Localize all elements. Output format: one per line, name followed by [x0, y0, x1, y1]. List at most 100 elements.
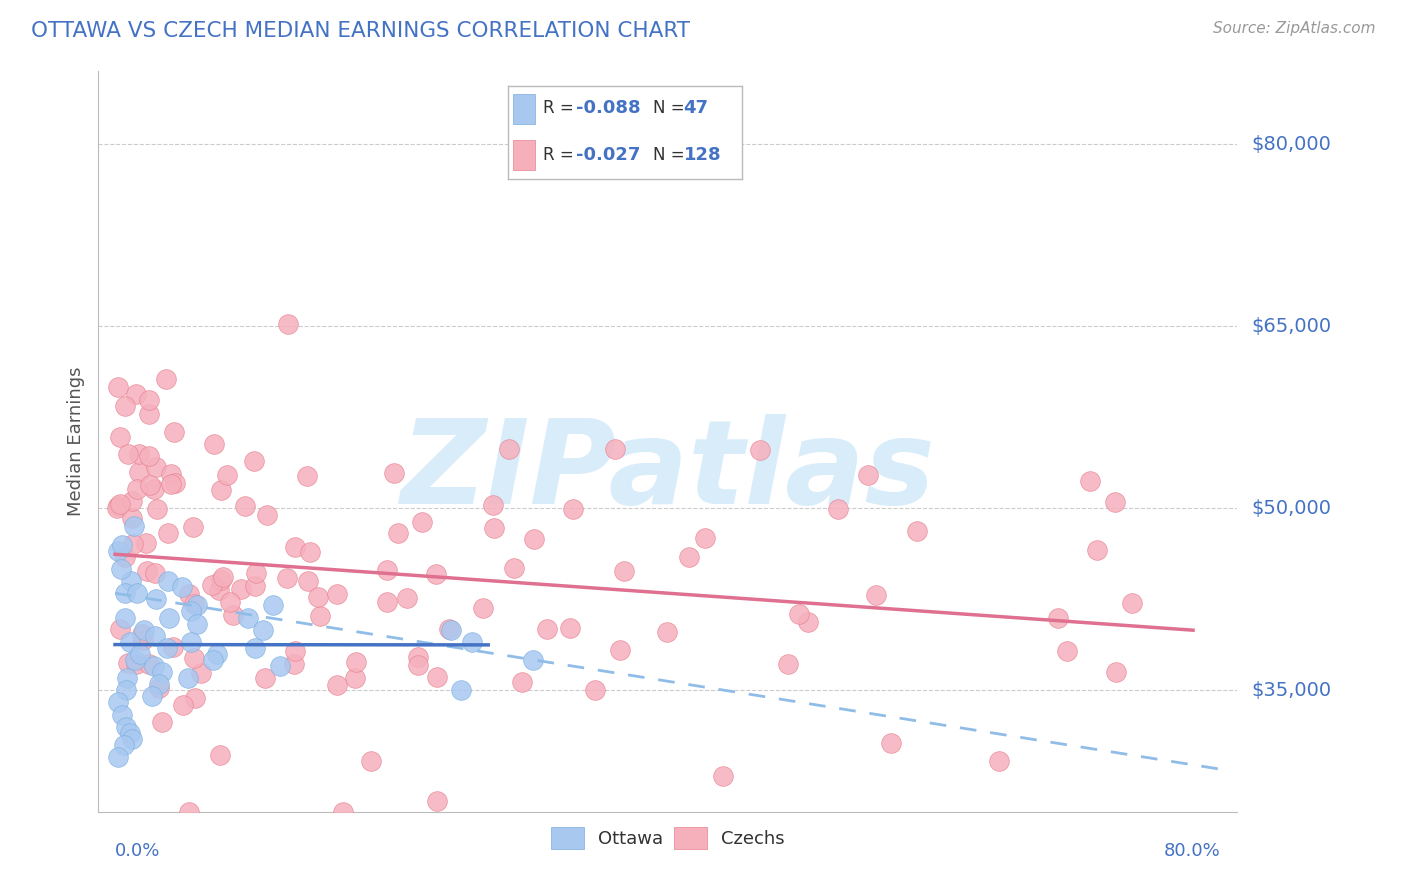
Point: [156, 574, 179, 588]
Point: [396, 591, 419, 605]
Point: [776, 657, 799, 671]
Point: [201, 653, 224, 667]
Point: [115, 683, 138, 698]
Point: [183, 691, 205, 706]
Point: [471, 601, 494, 615]
Point: [107, 499, 129, 513]
Point: [114, 550, 136, 565]
Point: [439, 622, 461, 636]
Point: [856, 468, 879, 483]
Point: [180, 604, 202, 618]
Point: [177, 805, 200, 819]
Point: [127, 483, 149, 497]
Point: [613, 564, 636, 578]
Point: [748, 443, 770, 458]
Point: [217, 467, 239, 482]
Point: [262, 599, 284, 613]
Point: [172, 698, 194, 712]
Point: [125, 586, 148, 600]
Point: [150, 715, 173, 730]
Point: [208, 747, 231, 762]
Point: [170, 580, 193, 594]
Point: [297, 574, 319, 588]
Point: [238, 610, 260, 624]
Point: [107, 543, 129, 558]
Point: [157, 525, 180, 540]
Point: [124, 653, 146, 667]
Point: [181, 520, 204, 534]
Text: 0.0%: 0.0%: [115, 842, 160, 860]
Point: [131, 627, 153, 641]
Point: [277, 317, 299, 331]
Point: [375, 563, 398, 577]
Point: [150, 665, 173, 680]
Point: [207, 583, 229, 598]
Point: [562, 501, 585, 516]
Text: $80,000: $80,000: [1251, 135, 1331, 153]
Point: [711, 769, 734, 783]
Point: [360, 754, 382, 768]
Point: [269, 659, 291, 673]
Point: [145, 592, 167, 607]
Point: [155, 372, 177, 386]
Point: [382, 467, 405, 481]
Point: [121, 574, 143, 588]
Point: [283, 657, 305, 671]
Point: [460, 635, 482, 649]
Point: [160, 467, 183, 481]
Point: [122, 537, 145, 551]
Point: [162, 640, 184, 654]
Point: [190, 666, 212, 681]
Point: [121, 493, 143, 508]
Point: [121, 511, 143, 525]
Point: [142, 659, 165, 673]
Point: [108, 430, 131, 444]
Point: [110, 622, 132, 636]
Point: [450, 683, 472, 698]
Point: [558, 621, 581, 635]
Text: $35,000: $35,000: [1251, 681, 1331, 700]
Point: [142, 483, 165, 497]
Point: [115, 720, 138, 734]
Point: [375, 595, 398, 609]
Point: [481, 498, 503, 512]
Point: [117, 447, 139, 461]
Point: [209, 573, 232, 587]
Point: [693, 531, 716, 545]
Point: [183, 651, 205, 665]
Point: [179, 587, 201, 601]
Point: [583, 682, 606, 697]
Point: [426, 670, 449, 684]
Point: [307, 590, 329, 604]
Point: [332, 805, 354, 819]
Point: [536, 623, 558, 637]
Point: [209, 483, 232, 498]
Point: [114, 610, 136, 624]
Point: [256, 508, 278, 522]
Point: [108, 497, 131, 511]
Point: [163, 475, 186, 490]
Point: [1080, 474, 1102, 488]
Point: [498, 442, 520, 457]
Point: [276, 571, 298, 585]
Point: [122, 519, 145, 533]
Point: [125, 657, 148, 672]
Point: [1105, 665, 1128, 680]
Point: [254, 671, 277, 685]
Point: [120, 635, 142, 649]
Point: [107, 696, 129, 710]
Point: [295, 469, 318, 483]
Point: [406, 657, 429, 672]
Point: [1056, 644, 1078, 658]
Point: [136, 564, 159, 578]
Point: [112, 738, 135, 752]
Point: [143, 629, 166, 643]
Point: [609, 642, 631, 657]
Point: [797, 615, 820, 629]
Point: [129, 647, 152, 661]
Text: OTTAWA VS CZECH MEDIAN EARNINGS CORRELATION CHART: OTTAWA VS CZECH MEDIAN EARNINGS CORRELAT…: [31, 21, 690, 41]
Point: [114, 586, 136, 600]
Point: [138, 407, 160, 421]
Point: [245, 566, 267, 580]
Point: [146, 502, 169, 516]
